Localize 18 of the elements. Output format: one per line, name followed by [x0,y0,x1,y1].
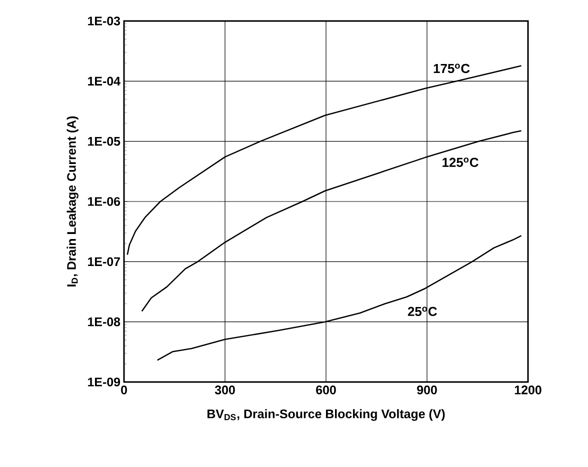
y-tick-label: 1E-06 [88,197,120,206]
y-tick-label: 1E-07 [88,257,120,266]
y-tick-label: 1E-09 [88,378,120,386]
x-tick-label: 900 [417,386,437,394]
y-axis-title: I$_{D}$, Drain Leakage Current (A) [66,116,78,286]
line-series [126,65,522,256]
series-label: 125$^{o}$C [442,158,478,167]
x-tick-label: 600 [316,386,336,394]
y-tick-label: 1E-05 [88,136,120,146]
y-tick-label: 1E-03 [88,16,120,26]
x-tick-label: 300 [214,386,235,394]
x-tick-label: 0 [121,386,127,394]
series-label: 175$^{o}$C [434,64,470,74]
x-tick-label: 1200 [514,386,542,394]
y-tick-label: 1E-08 [88,317,120,326]
line-series [156,235,522,361]
x-axis-title: BV$_{DS}$, Drain-Source Blocking Voltage (V) [208,409,445,421]
y-tick-label: 1E-04 [88,76,120,86]
